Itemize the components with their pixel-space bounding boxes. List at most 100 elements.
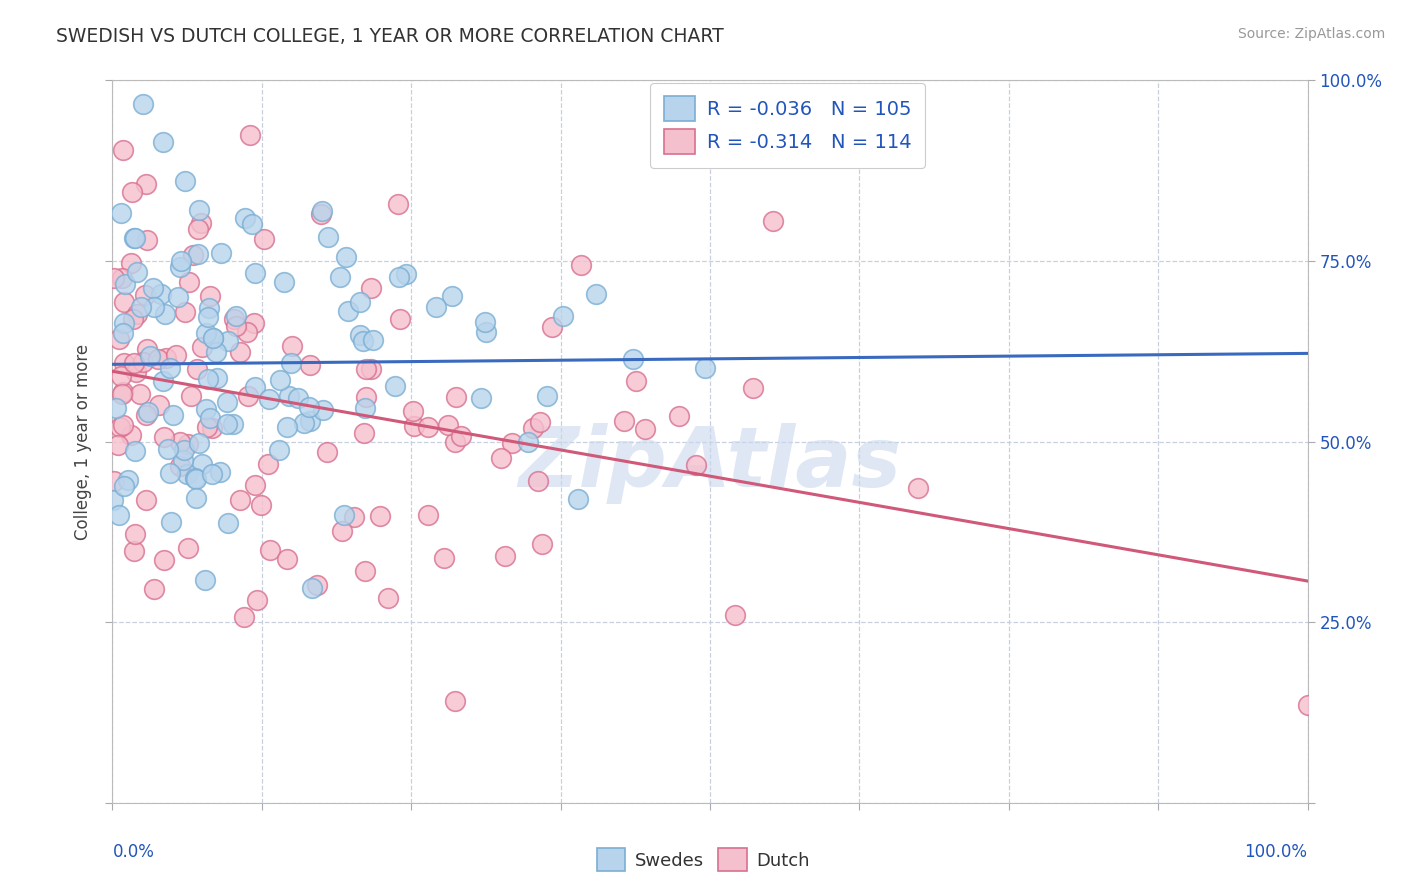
Point — [153, 552, 176, 566]
Point — [191, 458, 214, 472]
Point — [1296, 698, 1319, 713]
Point — [197, 372, 219, 386]
Text: ZipAtlas: ZipAtlas — [519, 423, 901, 504]
Point — [298, 401, 321, 415]
Point — [198, 289, 221, 303]
Point — [249, 498, 271, 512]
Point — [159, 361, 181, 376]
Point — [129, 300, 152, 314]
Point — [124, 356, 146, 370]
Point — [207, 370, 229, 384]
Point — [110, 206, 132, 220]
Point — [229, 345, 252, 359]
Point — [169, 435, 191, 450]
Point — [273, 275, 295, 289]
Point — [194, 574, 217, 588]
Legend: R = -0.036   N = 105, R = -0.314   N = 114: R = -0.036 N = 105, R = -0.314 N = 114 — [651, 83, 925, 168]
Point — [316, 229, 339, 244]
Point — [184, 491, 207, 505]
Point — [136, 233, 159, 247]
Point — [122, 312, 145, 326]
Point — [239, 128, 262, 143]
Point — [294, 416, 316, 430]
Point — [474, 315, 496, 329]
Point — [252, 232, 274, 246]
Point — [184, 472, 207, 486]
Point — [475, 326, 498, 340]
Point — [402, 418, 425, 433]
Point — [243, 266, 266, 280]
Point — [307, 578, 329, 592]
Point — [155, 351, 177, 365]
Point — [530, 537, 553, 551]
Point — [124, 526, 146, 541]
Point — [276, 552, 298, 566]
Point — [361, 333, 384, 347]
Point — [276, 420, 298, 434]
Point — [312, 402, 335, 417]
Point — [221, 417, 243, 432]
Point — [633, 422, 655, 436]
Point — [225, 318, 247, 333]
Point — [205, 344, 228, 359]
Point — [259, 543, 281, 558]
Point — [387, 196, 409, 211]
Point — [112, 479, 135, 493]
Point — [287, 392, 309, 406]
Point — [110, 368, 132, 383]
Point — [315, 444, 337, 458]
Point — [124, 230, 146, 244]
Point — [201, 331, 224, 345]
Point — [217, 395, 239, 409]
Point — [330, 524, 353, 539]
Point — [187, 435, 209, 450]
Point — [353, 426, 375, 441]
Point — [153, 430, 176, 444]
Point — [187, 222, 209, 236]
Point — [135, 408, 157, 422]
Point — [108, 419, 131, 434]
Point — [125, 365, 148, 379]
Point — [394, 267, 416, 281]
Point — [181, 247, 204, 261]
Point — [107, 438, 129, 452]
Point — [136, 405, 159, 419]
Point — [176, 467, 198, 482]
Point — [522, 421, 544, 435]
Point — [329, 270, 352, 285]
Point — [333, 508, 356, 522]
Point — [117, 473, 139, 487]
Point — [494, 549, 516, 563]
Point — [202, 331, 225, 345]
Point — [162, 408, 184, 422]
Point — [335, 251, 357, 265]
Point — [127, 265, 149, 279]
Point — [165, 348, 187, 362]
Y-axis label: College, 1 year or more: College, 1 year or more — [75, 343, 93, 540]
Point — [152, 375, 174, 389]
Point — [238, 389, 260, 403]
Point — [184, 471, 207, 485]
Point — [443, 435, 465, 450]
Point — [177, 436, 200, 450]
Point — [186, 362, 208, 376]
Point — [124, 443, 146, 458]
Point — [343, 510, 366, 524]
Point — [352, 334, 374, 348]
Point — [111, 387, 134, 401]
Point — [111, 385, 134, 400]
Point — [233, 211, 256, 225]
Point — [125, 307, 148, 321]
Point — [217, 516, 239, 531]
Point — [174, 305, 197, 319]
Point — [159, 467, 181, 481]
Point — [388, 269, 411, 284]
Point — [536, 389, 558, 403]
Point — [613, 414, 636, 428]
Point — [108, 508, 131, 522]
Point — [470, 391, 492, 405]
Point — [111, 417, 134, 432]
Point — [668, 409, 690, 424]
Point — [685, 458, 707, 472]
Point — [416, 508, 439, 523]
